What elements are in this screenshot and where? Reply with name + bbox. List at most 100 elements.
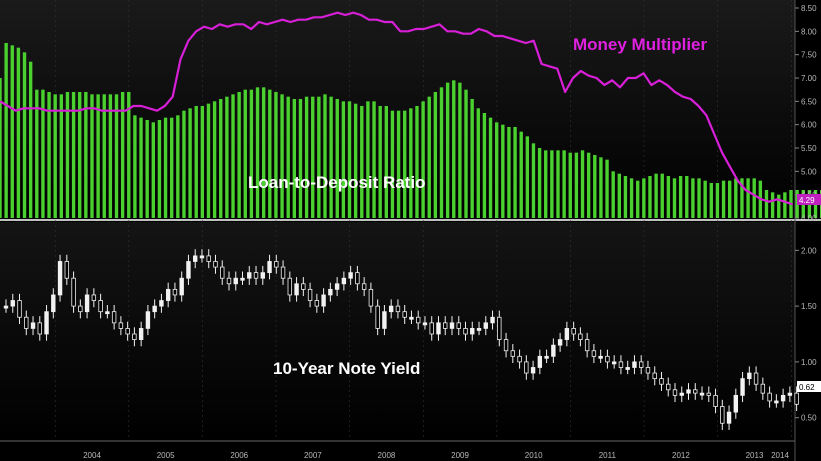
ltd-bar xyxy=(378,106,382,218)
candle-body xyxy=(591,350,597,357)
candle-body xyxy=(118,322,124,329)
ltd-bar xyxy=(715,183,720,218)
ltd-bar xyxy=(734,178,738,218)
candle-body xyxy=(402,311,407,318)
ltd-bar xyxy=(243,89,247,219)
ltd-bar xyxy=(464,89,468,219)
candle-body xyxy=(91,294,97,301)
ltd-bar xyxy=(396,110,401,218)
candle-body xyxy=(456,322,461,329)
ltd-bar xyxy=(384,106,388,218)
ltd-bar xyxy=(445,82,450,219)
candle-body xyxy=(233,277,238,285)
ltd-bar xyxy=(329,96,333,218)
candle-body xyxy=(659,378,664,385)
candle-body xyxy=(605,355,610,363)
ltd-bar xyxy=(685,176,689,218)
candle-body xyxy=(794,392,799,405)
candle-body xyxy=(747,372,752,380)
candle-body xyxy=(44,311,49,335)
candle-body xyxy=(260,272,265,279)
ltd-bar xyxy=(341,101,346,218)
x-tick-label: 2006 xyxy=(230,451,248,460)
ltd-bar xyxy=(78,92,82,218)
current-value-tag-bottom: 0.62 xyxy=(797,381,821,392)
candle-body xyxy=(165,288,171,301)
ltd-bar xyxy=(108,94,113,218)
ltd-bar xyxy=(317,96,321,218)
ltd-bar xyxy=(599,157,603,218)
candle-body xyxy=(361,283,367,290)
ltd-bar xyxy=(458,82,462,219)
ltd-bar xyxy=(59,94,64,218)
y-tick-label: 1.00 xyxy=(801,358,817,367)
candle-body xyxy=(625,367,630,370)
ltd-bar xyxy=(678,176,683,218)
ltd-bar xyxy=(525,136,530,218)
x-tick-label: 2010 xyxy=(525,451,543,460)
candle-body xyxy=(37,322,42,335)
ltd-bar xyxy=(249,89,254,219)
candle-body xyxy=(584,339,590,352)
ltd-bar xyxy=(617,173,621,218)
ltd-bar xyxy=(176,115,180,218)
ltd-bar xyxy=(783,192,787,218)
candle-body xyxy=(551,344,556,357)
ltd-bar xyxy=(4,43,8,218)
candle-body xyxy=(686,389,691,394)
ltd-bar xyxy=(666,176,671,218)
candle-body xyxy=(706,392,711,396)
ltd-bar xyxy=(556,150,560,218)
candle-body xyxy=(274,261,279,268)
candle-body xyxy=(774,400,779,404)
candle-body xyxy=(470,328,475,335)
ltd-bar xyxy=(114,94,119,218)
candle-body xyxy=(368,288,374,307)
grid-layer xyxy=(54,0,792,441)
candle-body xyxy=(422,322,428,326)
candle-body xyxy=(483,322,488,329)
ltd-bar xyxy=(764,190,769,218)
ltd-bar xyxy=(654,173,658,218)
candle-body xyxy=(598,355,603,359)
ltd-bar xyxy=(611,171,615,218)
ltd-bar xyxy=(488,117,493,218)
candle-body xyxy=(179,277,184,296)
ltd-bar xyxy=(470,99,474,218)
y-tick-label: 8.50 xyxy=(801,4,817,13)
current-multiplier-value: 4.29 xyxy=(799,196,815,205)
ltd-bar xyxy=(366,101,370,218)
ltd-bar xyxy=(439,87,444,218)
ltd-bar xyxy=(568,152,572,218)
ltd-bar xyxy=(513,127,517,218)
candle-body xyxy=(328,288,333,296)
ltd-bar xyxy=(770,192,775,218)
candle-body xyxy=(98,300,103,313)
ltd-bar xyxy=(188,108,192,218)
y-tick-label: 0.50 xyxy=(801,414,817,423)
money-multiplier-line xyxy=(0,11,794,206)
candle-body xyxy=(57,261,63,296)
candle-body xyxy=(355,272,360,285)
candle-body xyxy=(713,394,718,407)
candle-body xyxy=(24,316,29,329)
y-tick-label: 5.50 xyxy=(801,144,817,153)
ltd-bar xyxy=(47,92,51,218)
ltd-bar xyxy=(268,89,272,219)
money-multiplier-path xyxy=(0,11,794,206)
ltd-bar xyxy=(335,99,339,218)
ltd-bar xyxy=(16,47,21,218)
y-tick-label: 5.00 xyxy=(801,167,817,176)
ltd-bar xyxy=(623,176,628,218)
y-tick-label: 6.50 xyxy=(801,97,817,106)
candle-body xyxy=(348,272,353,279)
candle-body xyxy=(639,361,644,368)
candle-body xyxy=(206,255,211,262)
candle-body xyxy=(760,383,766,394)
candle-body xyxy=(429,322,434,335)
candle-body xyxy=(267,261,272,274)
ltd-bar xyxy=(84,92,88,218)
ltd-bar xyxy=(777,194,781,218)
ltd-bar xyxy=(501,124,505,218)
